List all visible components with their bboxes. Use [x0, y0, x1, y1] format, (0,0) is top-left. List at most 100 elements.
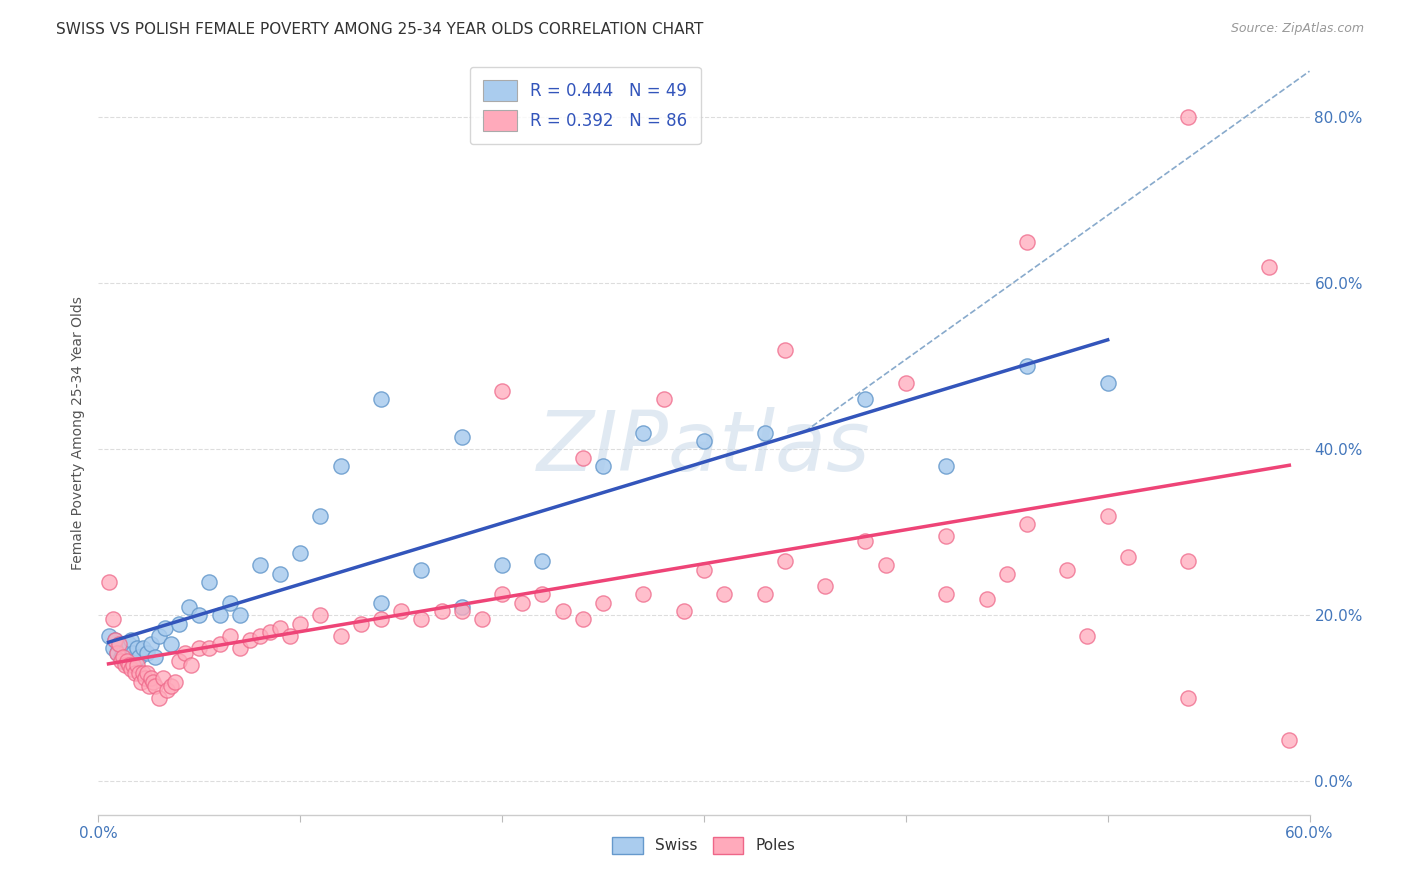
Point: [1056, 563, 1078, 577]
Point: [107, 637, 129, 651]
Point: [249, 558, 271, 573]
Point: [713, 587, 735, 601]
Point: [471, 612, 494, 626]
Point: [430, 604, 453, 618]
Point: [249, 629, 271, 643]
Point: [773, 343, 796, 357]
Point: [125, 658, 148, 673]
Point: [128, 649, 150, 664]
Point: [198, 575, 221, 590]
Point: [218, 596, 240, 610]
Point: [239, 633, 262, 648]
Point: [531, 587, 554, 601]
Point: [1177, 691, 1199, 706]
Point: [143, 679, 166, 693]
Point: [179, 599, 201, 614]
Point: [198, 641, 221, 656]
Point: [672, 604, 695, 618]
Point: [350, 616, 373, 631]
Point: [138, 679, 160, 693]
Legend: R = 0.444   N = 49, R = 0.392   N = 86: R = 0.444 N = 49, R = 0.392 N = 86: [470, 67, 700, 145]
Point: [935, 587, 957, 601]
Point: [411, 563, 433, 577]
Point: [101, 641, 124, 656]
Point: [693, 434, 716, 448]
Text: Source: ZipAtlas.com: Source: ZipAtlas.com: [1230, 22, 1364, 36]
Point: [134, 671, 156, 685]
Point: [290, 546, 312, 560]
Point: [1097, 376, 1119, 390]
Point: [135, 666, 157, 681]
Point: [592, 458, 614, 473]
Point: [329, 629, 352, 643]
Point: [1076, 629, 1098, 643]
Text: ZIPatlas: ZIPatlas: [537, 408, 870, 489]
Point: [935, 529, 957, 543]
Point: [103, 633, 125, 648]
Point: [754, 587, 776, 601]
Point: [105, 646, 128, 660]
Point: [148, 629, 170, 643]
Point: [754, 425, 776, 440]
Point: [491, 558, 513, 573]
Point: [1015, 235, 1038, 249]
Y-axis label: Female Poverty Among 25-34 Year Olds: Female Poverty Among 25-34 Year Olds: [72, 295, 86, 569]
Point: [269, 566, 291, 581]
Point: [156, 683, 179, 698]
Point: [118, 637, 141, 651]
Point: [188, 608, 211, 623]
Point: [855, 533, 877, 548]
Point: [290, 616, 312, 631]
Point: [115, 654, 138, 668]
Point: [491, 384, 513, 398]
Point: [97, 629, 120, 643]
Point: [894, 376, 917, 390]
Point: [105, 646, 128, 660]
Point: [269, 621, 291, 635]
Point: [97, 575, 120, 590]
Point: [450, 604, 472, 618]
Point: [208, 637, 231, 651]
Point: [121, 658, 143, 673]
Point: [633, 587, 655, 601]
Point: [229, 608, 252, 623]
Text: SWISS VS POLISH FEMALE POVERTY AMONG 25-34 YEAR OLDS CORRELATION CHART: SWISS VS POLISH FEMALE POVERTY AMONG 25-…: [56, 22, 703, 37]
Point: [551, 604, 574, 618]
Point: [135, 646, 157, 660]
Point: [572, 612, 595, 626]
Point: [218, 629, 240, 643]
Point: [329, 458, 352, 473]
Point: [1177, 554, 1199, 568]
Point: [188, 641, 211, 656]
Point: [107, 637, 129, 651]
Point: [1258, 260, 1281, 274]
Point: [995, 566, 1018, 581]
Point: [411, 612, 433, 626]
Point: [773, 554, 796, 568]
Point: [118, 658, 141, 673]
Point: [229, 641, 252, 656]
Point: [115, 641, 138, 656]
Point: [633, 425, 655, 440]
Point: [309, 508, 332, 523]
Point: [125, 641, 148, 656]
Point: [174, 646, 197, 660]
Point: [128, 666, 150, 681]
Point: [110, 654, 132, 668]
Point: [208, 608, 231, 623]
Point: [370, 596, 392, 610]
Point: [652, 392, 675, 407]
Point: [120, 633, 142, 648]
Point: [309, 608, 332, 623]
Point: [450, 599, 472, 614]
Point: [1097, 508, 1119, 523]
Point: [142, 674, 165, 689]
Point: [103, 633, 125, 648]
Point: [132, 666, 155, 681]
Point: [139, 671, 162, 685]
Point: [389, 604, 412, 618]
Point: [165, 674, 187, 689]
Point: [111, 649, 134, 664]
Point: [450, 430, 472, 444]
Point: [814, 579, 837, 593]
